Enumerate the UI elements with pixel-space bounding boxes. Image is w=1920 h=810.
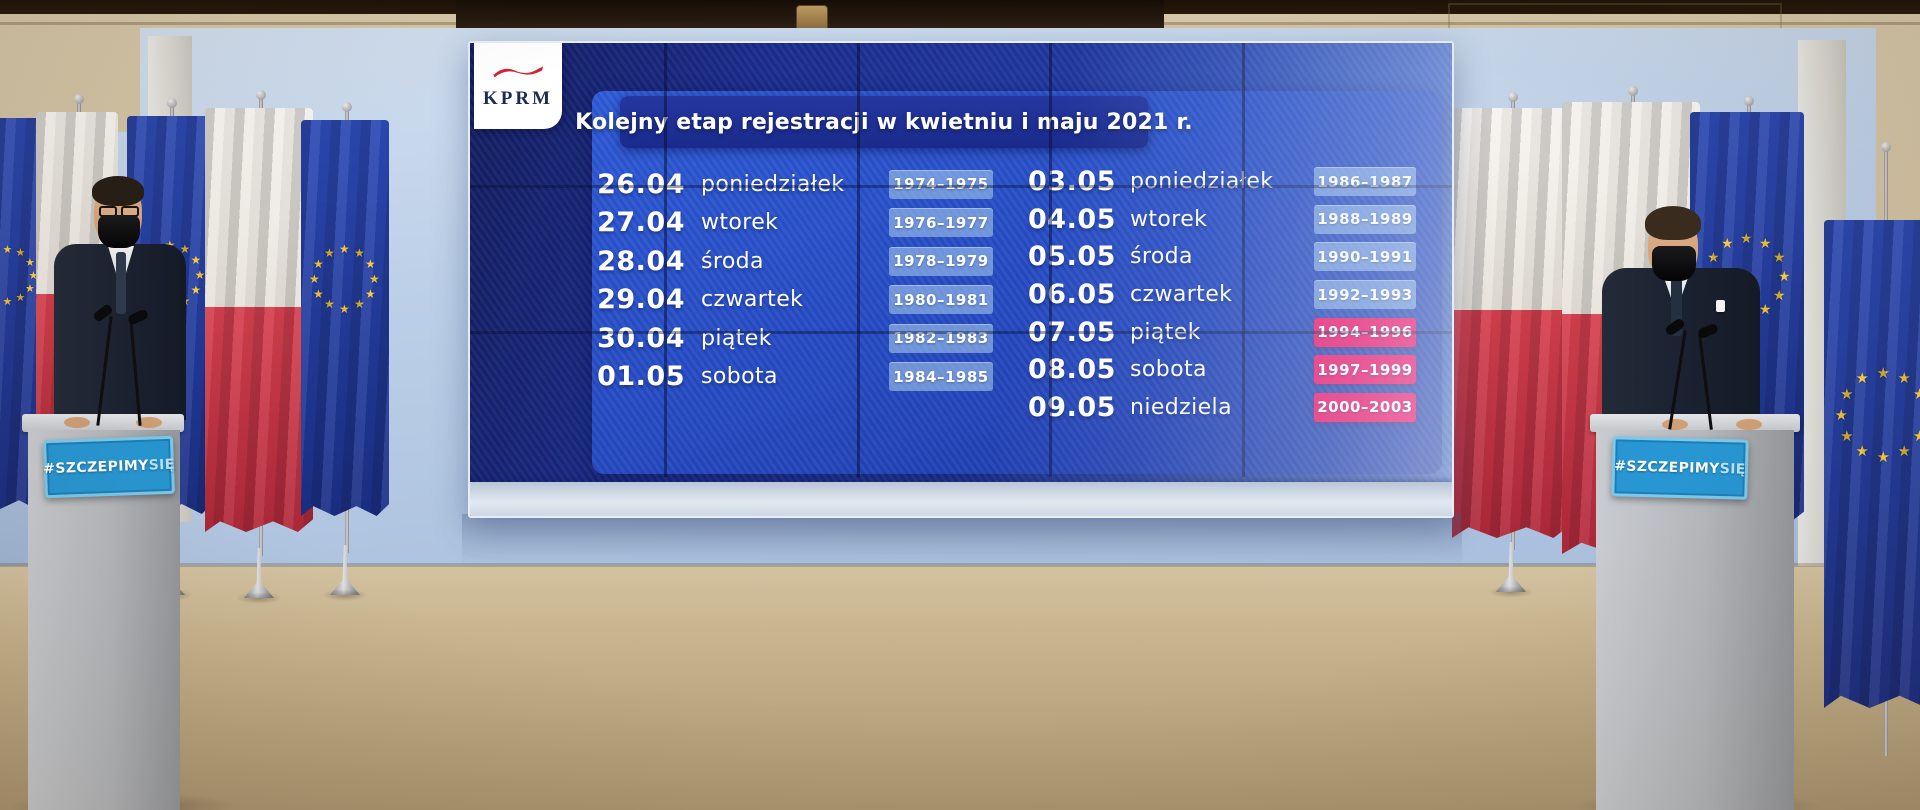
schedule-day: wtorek: [701, 210, 779, 236]
speaker-right-face-mask: [1652, 246, 1696, 281]
slide-title: Kolejny etap rejestracji w kwietniu i ma…: [575, 109, 1193, 135]
screen-bottom-bezel: [470, 482, 1452, 516]
schedule-date: 05.05: [1028, 241, 1116, 273]
schedule-column-left: 26.04 poniedziałek 1974–1975 27.04 wtore…: [595, 165, 993, 396]
schedule-date: 09.05: [1028, 391, 1116, 423]
schedule-year-badge: 1988–1989: [1314, 204, 1416, 234]
schedule-year-badge: 1997–1999: [1314, 355, 1416, 385]
speaker-left-hand: [136, 417, 162, 428]
floor-wall-seam: [0, 563, 1920, 567]
schedule-day: sobota: [1130, 357, 1207, 383]
kprm-flag-icon: [491, 63, 544, 78]
speaker-right-lapel-pin: [1716, 300, 1725, 312]
schedule-row: 05.05 środa 1990–1991: [1028, 238, 1416, 276]
schedule-year-badge: 1990–1991: [1314, 242, 1416, 272]
schedule-row: 28.04 środa 1978–1979: [595, 242, 993, 281]
videowall-seam: [857, 43, 860, 477]
schedule-day: piątek: [701, 325, 772, 351]
schedule-row: 30.04 piątek 1982–1983: [595, 319, 993, 358]
kprm-logo-text: KPRM: [482, 88, 554, 109]
schedule-row: 04.05 wtorek 1988–1989: [1028, 201, 1416, 239]
schedule-year-badge: 1984–1985: [889, 362, 993, 392]
schedule-day: poniedziałek: [1130, 169, 1274, 195]
schedule-date: 04.05: [1028, 203, 1116, 235]
schedule-date: 27.04: [597, 207, 685, 239]
kprm-logo: KPRM: [474, 43, 562, 129]
schedule-date: 29.04: [597, 284, 685, 316]
screen-shadow: [462, 514, 1462, 566]
schedule-date: 03.05: [1028, 166, 1116, 198]
schedule-row: 29.04 czwartek 1980–1981: [595, 281, 993, 320]
schedule-date: 06.05: [1028, 279, 1116, 311]
schedule-year-badge: 1982–1983: [889, 323, 993, 353]
schedule-day: czwartek: [701, 287, 804, 313]
videowall-seam: [1049, 43, 1052, 477]
schedule-day: wtorek: [1130, 206, 1208, 232]
schedule-row: 08.05 sobota 1997–1999: [1028, 351, 1416, 389]
schedule-date: 01.05: [597, 361, 685, 393]
schedule-day: czwartek: [1130, 282, 1233, 308]
poland-flag-white: [205, 108, 313, 308]
schedule-row: 27.04 wtorek 1976–1977: [595, 204, 993, 243]
schedule-year-badge: 1980–1981: [889, 285, 993, 315]
schedule-row: 09.05 niedziela 2000–2003: [1028, 389, 1416, 427]
presentation-screen: KPRM Kolejny etap rejestracji w kwietniu…: [468, 41, 1454, 518]
schedule-year-badge: 1976–1977: [889, 208, 993, 238]
schedule-row: 03.05 poniedziałek 1986–1987: [1028, 163, 1416, 201]
videowall-seam: [470, 331, 1452, 334]
speaker-right-tie: [1671, 278, 1682, 336]
schedule-year-badge: 1992–1993: [1314, 280, 1416, 310]
schedule-year-badge: 1978–1979: [889, 246, 993, 276]
videowall-seam: [664, 43, 667, 477]
speaker-right-hair: [1645, 206, 1701, 240]
schedule-day: środa: [701, 248, 764, 274]
speaker-left-hair: [92, 176, 144, 206]
schedule-day: środa: [1130, 244, 1193, 270]
schedule-date: 28.04: [597, 245, 685, 277]
podium-right-sign: #SZCZEPIMYSIĘ: [1611, 436, 1749, 500]
schedule-day: sobota: [701, 364, 778, 390]
speaker-left-face-mask: [98, 215, 140, 248]
poland-flag-white: [1452, 108, 1570, 311]
schedule-day: niedziela: [1130, 394, 1232, 420]
speaker-right-hand: [1662, 419, 1688, 430]
schedule-row: 06.05 czwartek 1992–1993: [1028, 276, 1416, 314]
eu-stars-icon: ★★★★★★★★★★★★: [301, 168, 389, 390]
poland-flag-red: [1452, 310, 1570, 538]
schedule-row: 01.05 sobota 1984–1985: [595, 358, 993, 397]
schedule-date: 08.05: [1028, 354, 1116, 386]
schedule-date: 30.04: [597, 322, 685, 354]
podium-left-sign: #SZCZEPIMYSIĘ: [42, 435, 176, 499]
schedule-year-badge: 2000–2003: [1314, 392, 1416, 422]
videowall-seam: [1242, 43, 1245, 477]
eu-stars-icon: ★★★★★★★★★★★★: [1824, 279, 1920, 552]
schedule-column-right: 03.05 poniedziałek 1986–1987 04.05 wtore…: [1028, 163, 1416, 426]
videowall-seam: [470, 185, 1452, 188]
poland-flag-red: [205, 307, 313, 532]
speaker-left-hand: [64, 417, 90, 428]
slide-title-band: Kolejny etap rejestracji w kwietniu i ma…: [575, 96, 1193, 148]
eu-stars-icon: ★★★★★★★★★★★★: [0, 165, 50, 385]
speaker-right-hand: [1736, 419, 1762, 430]
speaker-left-tie: [116, 252, 126, 314]
hashtag-label: #SZCZEPIMYSIĘ: [1614, 458, 1746, 478]
schedule-year-badge: 1986–1987: [1314, 167, 1416, 197]
hashtag-label: #SZCZEPIMYSIĘ: [42, 456, 176, 478]
